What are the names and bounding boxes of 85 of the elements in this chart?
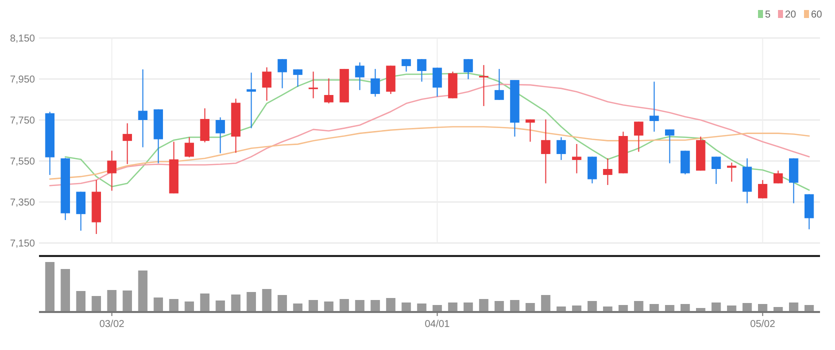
bar <box>510 300 520 312</box>
bar <box>138 270 148 312</box>
bar <box>184 302 194 312</box>
bar <box>494 301 504 312</box>
x-tick-label: 05/02 <box>750 319 776 330</box>
bar <box>246 292 256 312</box>
bar <box>92 296 101 312</box>
bar <box>216 300 225 312</box>
y-tick-label: 7,950 <box>10 74 36 86</box>
y-tick-label: 7,750 <box>10 116 36 126</box>
candlestick <box>324 78 334 104</box>
candlestick <box>138 68 148 148</box>
y-tick-label: 7,550 <box>10 156 36 168</box>
candlestick <box>774 170 783 184</box>
candlestick <box>76 191 86 232</box>
candlestick <box>572 143 582 174</box>
candlestick <box>634 121 644 152</box>
candlestick <box>680 150 690 175</box>
candlestick <box>184 136 194 158</box>
y-tick-label: 7,150 <box>10 238 36 250</box>
candlestick <box>278 58 287 89</box>
candlestick <box>107 150 116 192</box>
candlestick <box>541 118 550 184</box>
candlestick <box>712 156 721 184</box>
bar <box>402 302 411 312</box>
bar <box>340 299 349 312</box>
bar <box>742 303 752 312</box>
bar <box>417 304 426 312</box>
bar <box>107 290 116 312</box>
bar <box>588 301 597 312</box>
bar <box>308 300 318 312</box>
y-tick-label: 7,350 <box>10 198 36 208</box>
y-tick-label: 8,150 <box>10 34 36 44</box>
bar <box>789 302 798 312</box>
candlestick <box>556 136 566 160</box>
bar <box>634 301 644 312</box>
candlestick <box>417 58 426 82</box>
bar <box>386 298 396 312</box>
candlestick <box>432 67 442 98</box>
bar <box>370 300 380 312</box>
bar <box>45 262 54 312</box>
bar <box>154 298 163 312</box>
bar <box>231 294 240 312</box>
candlestick <box>665 128 674 164</box>
line-series <box>49 126 810 180</box>
candlestick <box>526 118 535 142</box>
legend-label: 60 <box>811 10 823 20</box>
candlestick <box>804 194 814 230</box>
bar <box>293 304 302 312</box>
candlestick <box>758 180 768 199</box>
candlestick <box>603 158 612 186</box>
x-tick-label: 04/01 <box>424 319 450 330</box>
candlestick <box>308 71 318 99</box>
candlestick <box>650 81 659 132</box>
x-tick-label: 03/02 <box>99 319 125 330</box>
candlestick <box>494 68 504 100</box>
candlestick <box>464 58 473 80</box>
bar <box>479 299 488 312</box>
bar <box>464 302 473 312</box>
candlestick <box>402 58 411 72</box>
candlestick <box>122 122 132 165</box>
bar <box>200 294 210 312</box>
bar <box>169 299 178 312</box>
candlestick <box>262 66 272 102</box>
candlestick <box>727 162 736 182</box>
candlestick <box>293 68 302 88</box>
candlestick <box>216 116 225 154</box>
candlestick <box>200 108 210 143</box>
bar <box>541 295 550 312</box>
bar <box>60 269 70 312</box>
bar <box>526 303 535 312</box>
bar <box>324 302 334 312</box>
bar <box>712 302 721 312</box>
candlestick <box>588 156 597 184</box>
bar <box>76 291 86 312</box>
bar <box>262 289 272 312</box>
bar <box>278 295 287 312</box>
legend-label: 20 <box>785 10 797 20</box>
bar <box>355 300 364 312</box>
candlestick <box>479 64 488 107</box>
bar <box>122 290 132 312</box>
candlestick <box>370 68 380 98</box>
bar <box>448 302 458 312</box>
legend-label: 5 <box>765 10 771 20</box>
candlestick <box>355 62 364 91</box>
